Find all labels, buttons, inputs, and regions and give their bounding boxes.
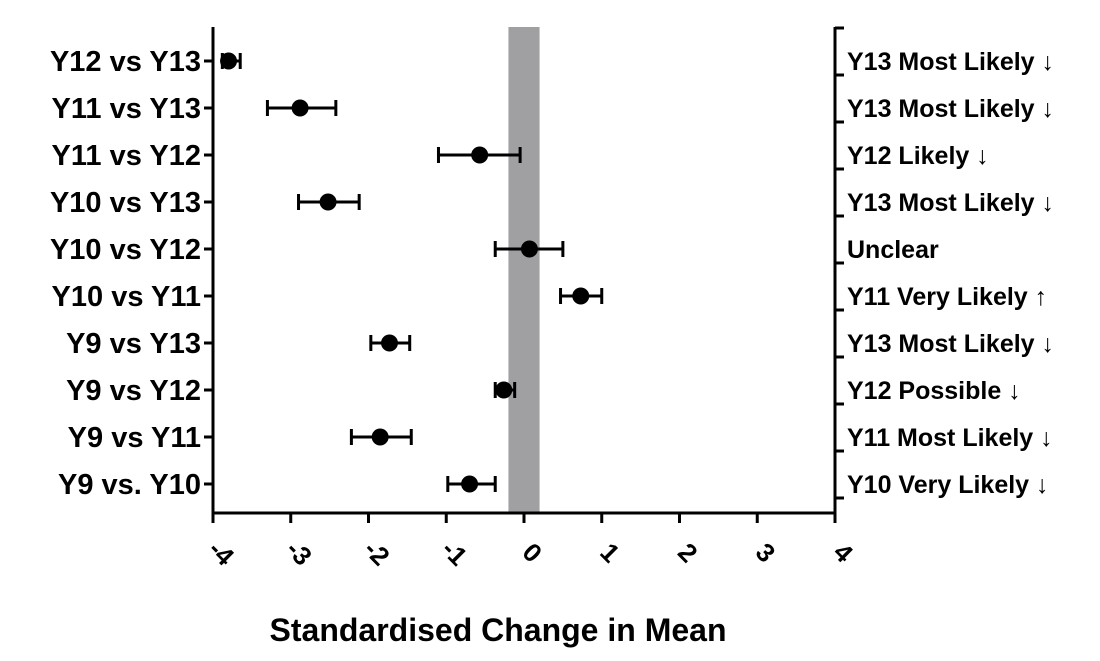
category-labels: Y12 vs Y13 Y11 vs Y13 Y11 vs Y12 Y10 vs Y13…: [50, 46, 201, 501]
x-tick-label: -1: [436, 534, 474, 572]
x-tick-label: -4: [203, 534, 241, 572]
comparison-label: Y10 vs Y11: [52, 281, 201, 313]
comparison-label: Y9 vs Y12: [66, 375, 201, 407]
x-tick-label: 2: [672, 537, 703, 568]
likelihood-annotation: Y13 Most Likely ↓: [847, 48, 1054, 76]
mean-point: [572, 287, 590, 305]
reference-band-layer: [508, 27, 540, 513]
mean-point: [471, 146, 489, 164]
x-tick-label: 1: [594, 537, 625, 568]
x-tick-label: 4: [828, 537, 860, 569]
data-marks: [220, 52, 604, 493]
x-tick-labels: -4 -3 -2 -1 0 1 2 3 4: [203, 534, 860, 572]
comparison-label: Y11 vs Y12: [52, 140, 201, 172]
likelihood-annotation: Y13 Most Likely ↓: [847, 189, 1054, 217]
mean-point: [520, 240, 538, 258]
x-axis-title: Standardised Change in Mean: [270, 612, 727, 648]
comparison-label: Y12 vs Y13: [50, 46, 201, 78]
reference-band: [508, 27, 540, 513]
likelihood-annotation: Unclear: [847, 236, 939, 264]
likelihood-annotation: Y12 Likely ↓: [847, 142, 989, 170]
mean-point: [371, 428, 389, 446]
axes: [204, 26, 844, 523]
x-tick-label: -3: [280, 534, 318, 572]
comparison-label: Y9 vs Y11: [68, 422, 201, 454]
likelihood-annotation: Y11 Very Likely ↑: [847, 283, 1047, 311]
comparison-label: Y11 vs Y13: [52, 93, 201, 125]
mean-point: [319, 193, 337, 211]
mean-point: [220, 52, 238, 70]
comparison-label: Y10 vs Y13: [50, 187, 201, 219]
mean-point: [380, 334, 398, 352]
comparison-label: Y9 vs Y13: [66, 328, 201, 360]
likelihood-annotation: Y13 Most Likely ↓: [847, 95, 1054, 123]
x-tick-label: -2: [358, 534, 396, 572]
likelihood-annotation: Y13 Most Likely ↓: [847, 330, 1054, 358]
likelihood-annotation: Y11 Most Likely ↓: [847, 424, 1053, 452]
mean-point: [495, 381, 513, 399]
x-tick-label: 3: [750, 537, 781, 568]
likelihood-annotation: Y12 Possible ↓: [847, 377, 1021, 405]
mean-point: [461, 475, 479, 493]
mean-point: [291, 99, 309, 117]
comparison-label: Y10 vs Y12: [50, 234, 201, 266]
annotation-labels: Y13 Most Likely ↓ Y13 Most Likely ↓ Y12 Li…: [847, 48, 1054, 499]
likelihood-annotation: Y10 Very Likely ↓: [847, 471, 1049, 499]
x-tick-label: 0: [517, 537, 548, 568]
comparison-label: Y9 vs. Y10: [58, 469, 201, 501]
